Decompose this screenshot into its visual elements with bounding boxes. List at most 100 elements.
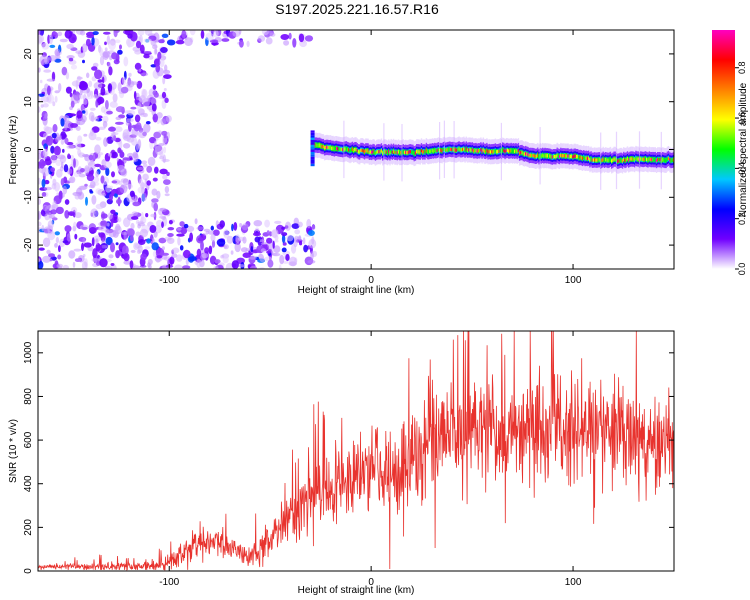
noise-speckle [42,116,48,126]
ridge-core [475,148,477,153]
ridge-core [552,155,555,159]
noise-speckle [79,88,83,96]
noise-speckle [155,145,164,156]
noise-speckle [196,226,205,231]
noise-speckle [184,37,193,46]
ridge-core [487,150,489,154]
ridge-core [542,153,544,157]
noise-speckle [67,113,77,117]
snr-x-tick-label: 100 [565,577,582,588]
noise-speckle [176,227,182,231]
ridge-core [596,158,598,162]
ridge-core [367,149,369,153]
ridge-core [325,145,327,150]
noise-speckle [59,155,67,164]
noise-speckle [44,56,50,65]
noise-speckle [153,231,158,238]
noise-speckle [154,166,159,174]
ridge-core [491,150,493,154]
ridge-core [532,153,534,158]
noise-speckle [64,199,70,205]
noise-speckle [42,103,49,108]
noise-speckle [271,252,281,257]
noise-speckle [123,217,131,228]
ridge-core [591,158,593,162]
noise-speckle [62,240,69,244]
noise-speckle [50,167,55,173]
ridge-core [644,157,647,161]
noise-speckle [104,41,107,46]
noise-speckle [278,264,282,269]
snr-series-line [38,331,674,571]
ridge-core [334,146,337,151]
noise-speckle [148,264,152,269]
noise-speckle [146,238,151,244]
noise-speckle [89,189,93,193]
ridge-core [653,158,655,162]
noise-speckle [265,37,273,45]
noise-speckle [44,158,52,166]
noise-speckle [166,237,175,244]
noise-speckle [135,92,140,101]
noise-speckle [145,121,151,125]
ridge-core [562,154,564,158]
ridge-core [469,148,471,152]
ridge-core [392,149,395,153]
ridge-core [635,156,637,160]
noise-speckle [41,161,47,167]
noise-speckle [123,253,130,262]
noise-speckle [74,193,81,200]
noise-speckle [38,221,42,227]
noise-speckle [161,246,165,251]
ridge-core [632,157,635,161]
ridge-core [659,158,661,162]
noise-speckle [139,178,144,187]
noise-speckle [177,236,181,246]
ridge-core [528,153,530,158]
ridge-core [372,149,374,154]
ridge-core [357,150,360,154]
noise-speckle [42,148,49,158]
noise-speckle [97,79,103,83]
noise-speckle [111,151,118,159]
ridge-streak [443,120,445,178]
noise-speckle [152,177,158,182]
ridge-core [621,159,624,163]
noise-speckle [264,219,270,228]
noise-speckle [62,193,65,198]
noise-speckle [38,192,41,200]
snr-panel: -100 0 100 0 200 400 600 800 1000 Height of str… [8,330,675,596]
ridge-core [540,154,543,158]
ridge-core [573,154,575,158]
ridge-core [434,148,436,152]
noise-speckle [182,265,191,269]
ridge-core [643,157,646,161]
ridge-core [641,157,643,161]
noise-speckle [94,69,103,80]
noise-speckle [281,247,287,253]
noise-speckle [42,255,51,263]
noise-speckle [225,262,234,269]
noise-speckle [153,92,159,98]
noise-speckle [61,161,64,169]
noise-speckle [95,203,104,210]
noise-speckle [125,121,130,126]
noise-speckle [282,242,287,246]
noise-speckle [117,82,122,92]
noise-speckle [110,263,115,266]
ridge-core [457,147,459,152]
ridge-core [388,150,390,154]
noise-speckle [78,185,87,191]
noise-speckle [130,249,136,253]
noise-speckle [266,250,271,254]
ridge-core [322,144,325,149]
colorbar-tick-label: 0.4 [737,162,747,175]
ridge-core [594,158,596,162]
ridge-core [402,150,404,154]
noise-speckle [94,163,102,168]
noise-speckle [163,74,172,79]
noise-speckle [77,149,82,156]
noise-speckle [292,38,297,48]
noise-speckle [122,178,130,186]
ridge-core [565,154,567,158]
